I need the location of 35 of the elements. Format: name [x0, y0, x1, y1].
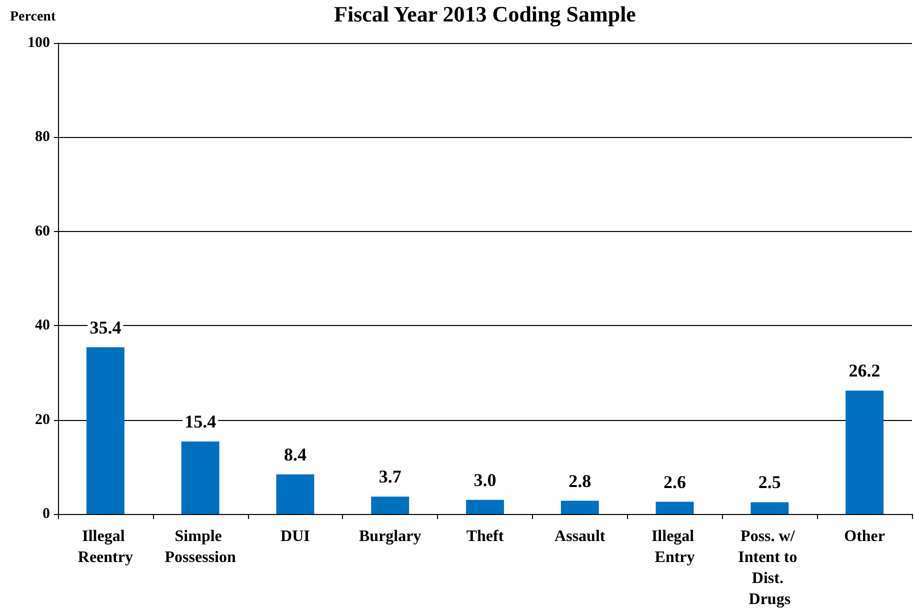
- data-label: 2.6: [664, 472, 686, 492]
- bar: [276, 474, 314, 514]
- y-tick-label: 0: [42, 506, 50, 522]
- x-tick-label: Assault: [554, 528, 606, 545]
- x-tick-label: Simple Possession: [164, 528, 236, 566]
- data-label: 3.7: [378, 466, 402, 487]
- x-tick-label: DUI: [280, 528, 310, 545]
- bar: [181, 441, 220, 514]
- data-label: 26.2: [848, 360, 880, 381]
- data-label: 15.4: [184, 411, 216, 432]
- bar: [371, 496, 410, 514]
- data-label: 8.4: [284, 444, 306, 464]
- x-tick-label: Illegal Reentry: [78, 528, 133, 566]
- y-tick-label: 80: [35, 129, 50, 146]
- bar: [466, 500, 504, 514]
- x-tick-label: Theft: [466, 528, 504, 545]
- y-tick-label: 40: [35, 318, 50, 334]
- data-label: 2.8: [568, 470, 592, 491]
- y-tick-label: 20: [35, 412, 50, 428]
- x-tick-label: Other: [844, 528, 885, 545]
- x-tick-label: Illegal Entry: [651, 528, 698, 566]
- data-label: 3.0: [474, 470, 496, 490]
- data-label: 35.4: [90, 317, 122, 338]
- bar: [846, 390, 884, 514]
- y-tick-label: 100: [28, 35, 50, 51]
- y-axis-title: Percent: [10, 10, 56, 24]
- y-tick-label: 60: [35, 223, 50, 240]
- bar: [750, 502, 789, 514]
- chart-title: Fiscal Year 2013 Coding Sample: [334, 2, 636, 26]
- bar: [86, 347, 124, 514]
- x-tick-label: Burglary: [359, 528, 422, 545]
- bar: [656, 502, 694, 514]
- data-label: 2.5: [758, 472, 781, 492]
- bar: [560, 500, 599, 514]
- x-tick-label: Poss. w/ Intent to Dist. Drugs: [738, 528, 802, 608]
